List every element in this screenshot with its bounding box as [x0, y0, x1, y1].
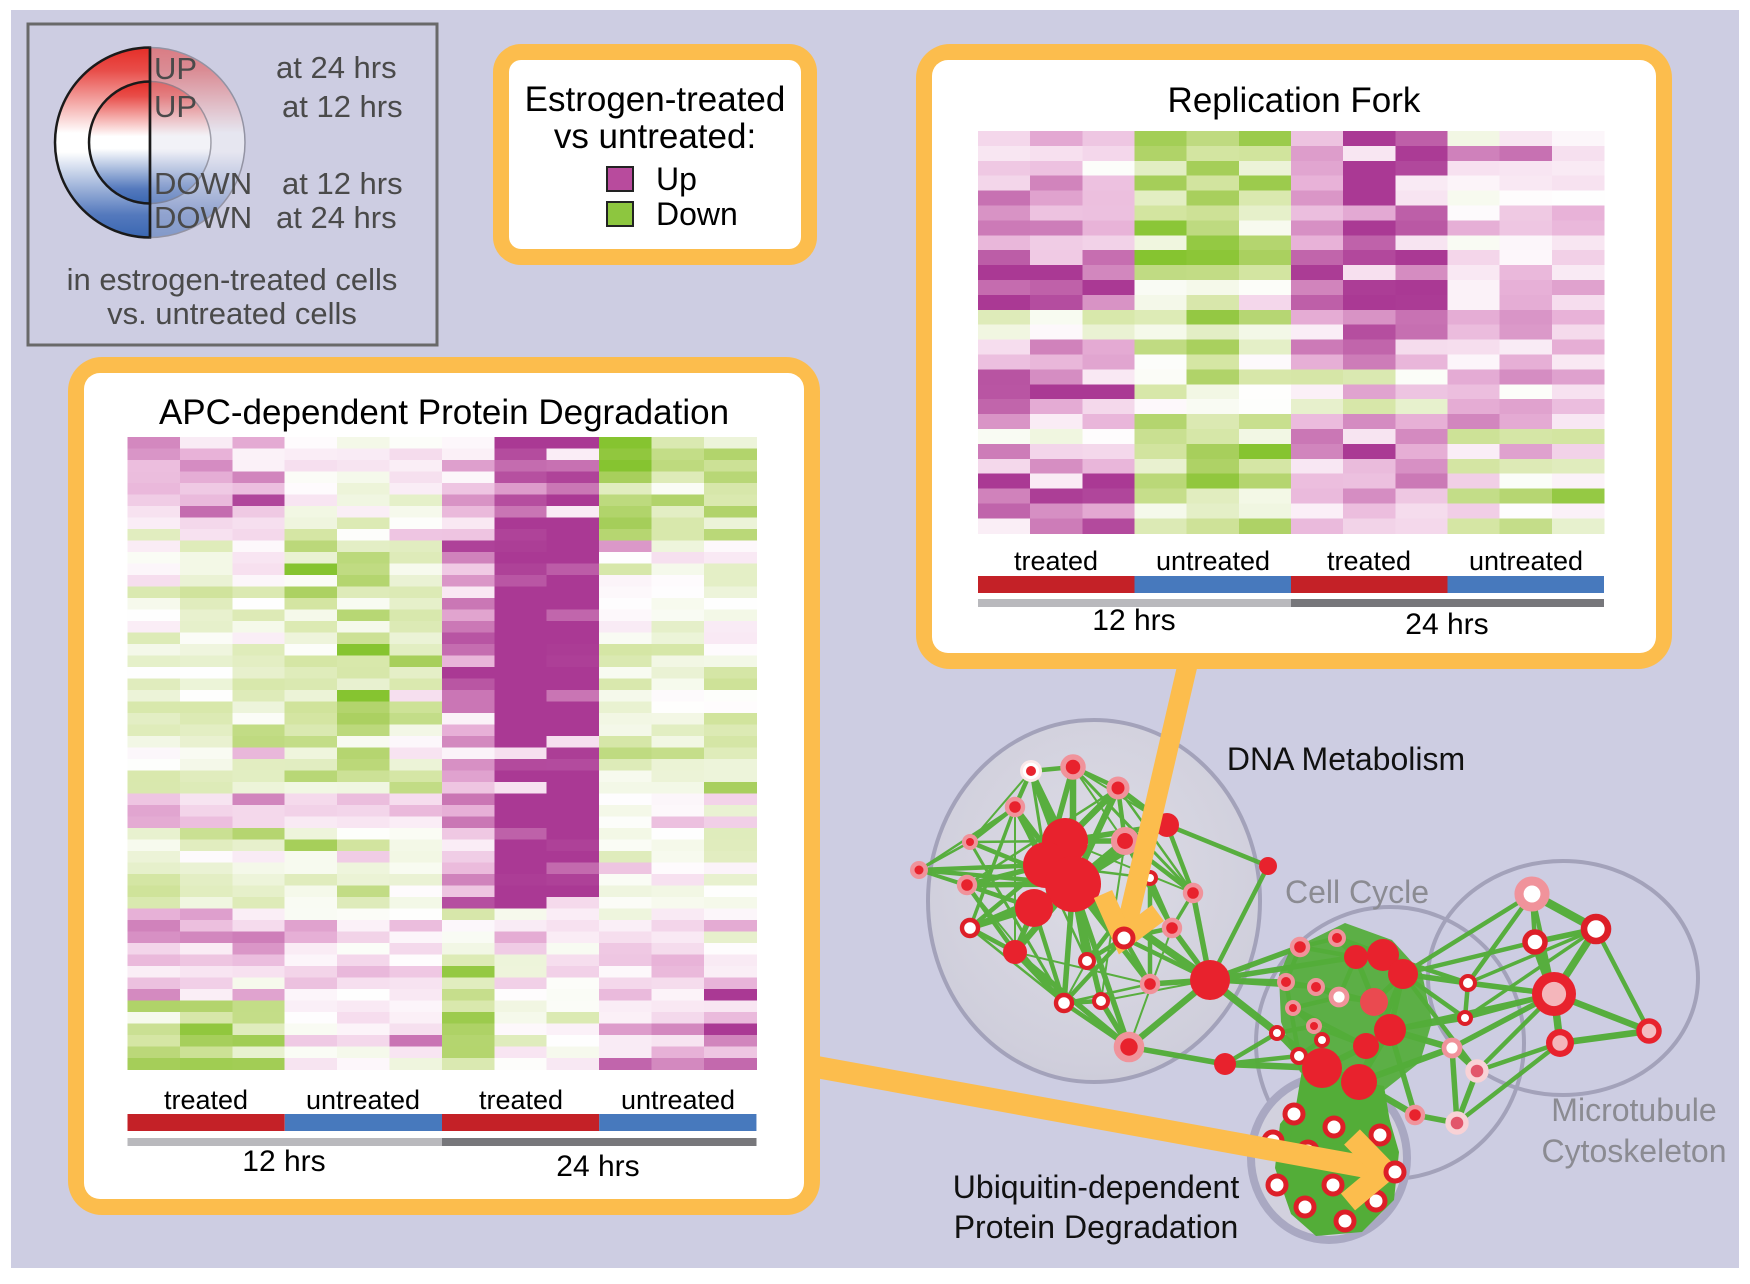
svg-text:Estrogen-treated: Estrogen-treated	[525, 80, 786, 119]
svg-text:untreated: untreated	[1156, 546, 1270, 576]
svg-text:treated: treated	[164, 1085, 248, 1115]
svg-text:Down: Down	[656, 196, 738, 232]
svg-text:at 12 hrs: at 12 hrs	[282, 166, 403, 201]
svg-text:vs untreated:: vs untreated:	[554, 117, 756, 156]
svg-text:untreated: untreated	[1469, 546, 1583, 576]
svg-text:at 24 hrs: at 24 hrs	[276, 200, 397, 235]
svg-text:vs. untreated cells: vs. untreated cells	[107, 296, 357, 331]
svg-text:at 12 hrs: at 12 hrs	[282, 89, 403, 124]
svg-text:DOWN: DOWN	[154, 200, 252, 235]
svg-text:Microtubule: Microtubule	[1551, 1092, 1716, 1128]
svg-text:DNA Metabolism: DNA Metabolism	[1227, 741, 1465, 777]
svg-text:Cell Cycle: Cell Cycle	[1285, 874, 1429, 910]
svg-text:Ubiquitin-dependent: Ubiquitin-dependent	[953, 1169, 1240, 1205]
svg-text:at 24 hrs: at 24 hrs	[276, 50, 397, 85]
svg-text:untreated: untreated	[306, 1085, 420, 1115]
svg-text:UP: UP	[154, 51, 197, 86]
svg-text:Replication Fork: Replication Fork	[1168, 81, 1421, 120]
svg-text:12 hrs: 12 hrs	[1092, 604, 1175, 637]
svg-text:24 hrs: 24 hrs	[556, 1150, 639, 1183]
svg-text:24 hrs: 24 hrs	[1405, 608, 1488, 641]
svg-text:in estrogen-treated cells: in estrogen-treated cells	[67, 262, 398, 297]
svg-text:untreated: untreated	[621, 1085, 735, 1115]
svg-text:treated: treated	[479, 1085, 563, 1115]
svg-text:DOWN: DOWN	[154, 166, 252, 201]
svg-text:Up: Up	[656, 161, 697, 197]
svg-text:12 hrs: 12 hrs	[242, 1145, 325, 1178]
svg-text:Cytoskeleton: Cytoskeleton	[1542, 1133, 1727, 1169]
svg-text:treated: treated	[1014, 546, 1098, 576]
svg-text:APC-dependent Protein Degradat: APC-dependent Protein Degradation	[159, 393, 729, 432]
svg-text:treated: treated	[1327, 546, 1411, 576]
svg-text:Protein Degradation: Protein Degradation	[954, 1209, 1239, 1245]
svg-text:UP: UP	[154, 89, 197, 124]
